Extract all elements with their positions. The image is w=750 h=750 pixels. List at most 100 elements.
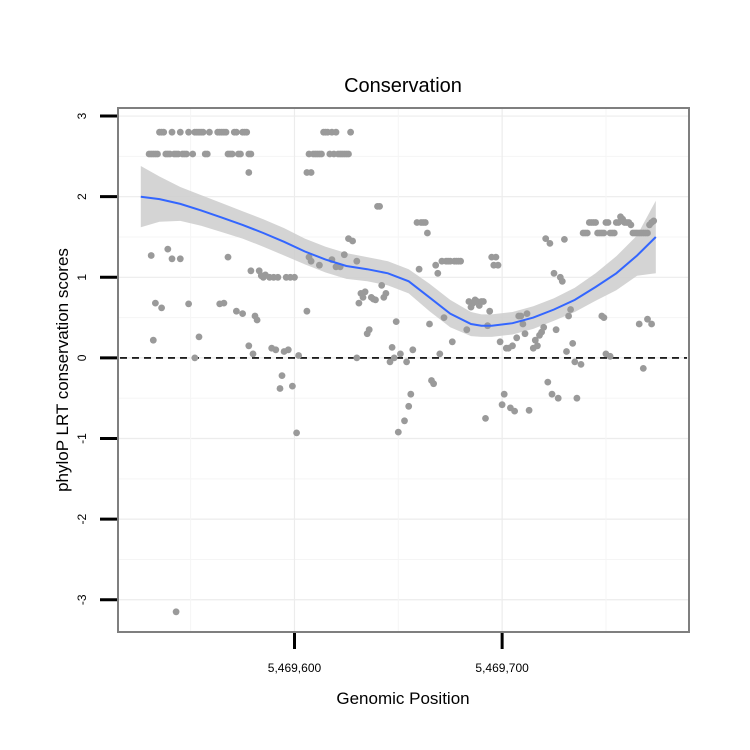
data-point	[206, 128, 213, 136]
data-point	[544, 378, 552, 386]
data-point	[176, 128, 184, 136]
y-tick-label: 2	[75, 193, 89, 200]
data-point	[199, 128, 207, 136]
data-point	[517, 312, 525, 320]
data-point	[365, 326, 373, 334]
data-point	[561, 236, 568, 243]
data-point	[353, 354, 361, 362]
data-point	[480, 298, 487, 305]
data-point	[247, 267, 255, 275]
data-point	[600, 229, 608, 237]
data-point	[233, 128, 240, 136]
data-point	[307, 257, 315, 265]
data-point	[635, 320, 643, 328]
data-point	[154, 150, 161, 158]
data-point	[592, 219, 599, 226]
data-point	[272, 346, 280, 354]
data-point	[405, 402, 413, 410]
y-tick-label: 1	[75, 274, 89, 281]
data-point	[600, 314, 608, 321]
data-point	[233, 307, 240, 315]
data-point	[415, 265, 423, 273]
data-point	[436, 350, 444, 358]
data-point	[149, 336, 157, 344]
data-point	[552, 326, 560, 334]
data-point	[353, 257, 361, 265]
data-point	[274, 273, 282, 281]
y-tick-label: -1	[75, 433, 89, 444]
data-point	[222, 128, 230, 136]
data-point	[372, 296, 379, 304]
data-point	[307, 169, 315, 176]
data-points-layer	[145, 128, 658, 616]
data-point	[492, 253, 500, 261]
y-axis-label: phyloP LRT conservation scores	[53, 248, 72, 492]
data-point	[164, 245, 172, 253]
data-point	[359, 294, 367, 301]
data-point	[382, 290, 390, 297]
data-point	[347, 128, 354, 136]
data-point	[160, 128, 168, 136]
y-tick-label: -3	[75, 594, 89, 605]
data-point	[463, 326, 471, 334]
data-point	[340, 251, 348, 259]
data-point	[172, 608, 180, 616]
data-point	[650, 217, 658, 225]
data-point	[361, 288, 369, 296]
data-point	[195, 333, 203, 341]
data-point	[569, 340, 577, 347]
data-point	[563, 348, 570, 355]
data-point	[332, 128, 340, 136]
x-axis-label: Genomic Position	[336, 689, 469, 708]
data-point	[185, 128, 193, 136]
data-point	[457, 257, 464, 265]
data-point	[303, 307, 311, 315]
data-point	[531, 336, 539, 344]
data-point	[289, 382, 296, 390]
x-tick-label: 5,469,600	[268, 661, 322, 675]
data-point	[627, 221, 635, 229]
data-point	[548, 390, 556, 398]
data-point	[376, 203, 383, 210]
data-point	[239, 310, 247, 317]
data-point	[644, 315, 651, 323]
data-point	[245, 342, 253, 350]
y-tick-label: 3	[75, 112, 89, 119]
data-point	[249, 350, 257, 358]
smooth-line-layer	[140, 195, 657, 327]
data-point	[509, 342, 516, 350]
data-point	[448, 338, 456, 346]
data-point	[278, 372, 286, 379]
data-point	[440, 314, 448, 321]
chart-title: Conservation	[344, 75, 462, 97]
data-point	[183, 150, 190, 158]
data-point	[191, 354, 199, 362]
x-axis-ticks: 5,469,600 5,469,700	[268, 633, 529, 675]
data-point	[525, 406, 533, 414]
data-point	[378, 282, 386, 289]
data-point	[430, 380, 437, 388]
data-point	[403, 358, 410, 366]
data-point	[546, 240, 554, 247]
data-point	[394, 428, 402, 436]
data-point	[426, 320, 433, 328]
data-point	[565, 312, 572, 320]
data-point	[558, 277, 566, 285]
data-point	[168, 128, 176, 136]
data-point	[519, 320, 527, 328]
data-point	[147, 252, 155, 259]
data-point	[168, 255, 176, 263]
data-point	[316, 261, 323, 269]
data-point	[392, 318, 400, 325]
data-point	[220, 299, 228, 307]
data-point	[500, 390, 508, 398]
data-point	[158, 304, 166, 312]
data-point	[189, 150, 197, 158]
data-point	[494, 261, 502, 269]
data-point	[203, 150, 211, 158]
data-point	[511, 407, 518, 415]
data-point	[318, 150, 325, 158]
data-point	[185, 300, 193, 308]
data-point	[345, 150, 352, 158]
data-point	[523, 310, 531, 317]
